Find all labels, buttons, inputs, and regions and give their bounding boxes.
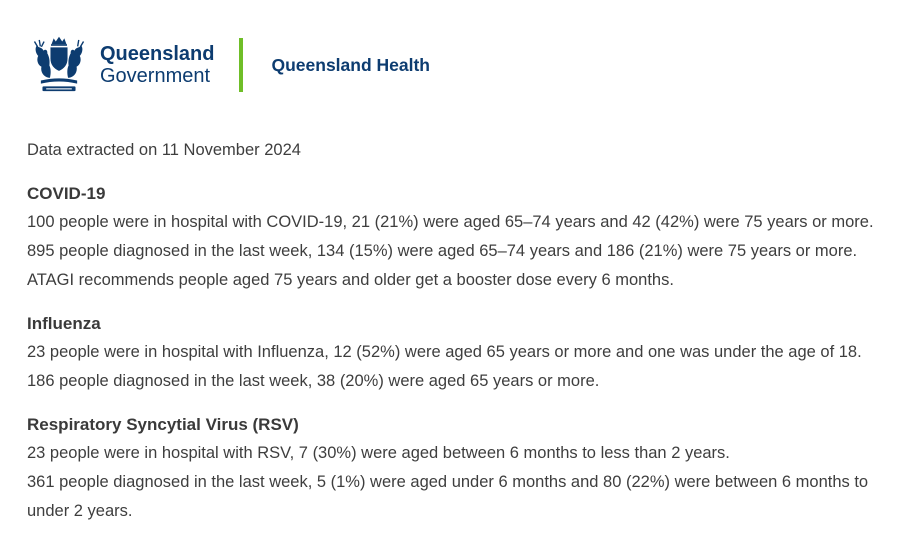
site-title-queensland-health[interactable]: Queensland Health bbox=[271, 54, 430, 75]
rsv-diagnosed-stat: 361 people diagnosed in the last week, 5… bbox=[27, 473, 869, 520]
section-title-rsv: Respiratory Syncytial Virus (RSV) bbox=[27, 415, 299, 434]
logo-wordmark: Queensland Government bbox=[100, 43, 214, 87]
section-title-covid-19: COVID-19 bbox=[27, 184, 106, 203]
rsv-hospital-stat: 23 people were in hospital with RSV, 7 (… bbox=[27, 444, 730, 462]
logo-government-text: Government bbox=[100, 65, 211, 87]
coat-of-arms-icon bbox=[33, 36, 85, 92]
section-influenza: Influenza 23 people were in hospital wit… bbox=[27, 309, 900, 396]
data-extracted-date: Data extracted on 11 November 2024 bbox=[27, 141, 301, 159]
bulletin-content: Data extracted on 11 November 2024 COVID… bbox=[27, 136, 900, 526]
header-divider bbox=[239, 38, 244, 92]
section-rsv: Respiratory Syncytial Virus (RSV) 23 peo… bbox=[27, 410, 900, 526]
covid-diagnosed-stat: 895 people diagnosed in the last week, 1… bbox=[27, 242, 858, 260]
section-title-influenza: Influenza bbox=[27, 314, 101, 333]
covid-atagi-note: ATAGI recommends people aged 75 years an… bbox=[27, 271, 674, 289]
influenza-diagnosed-stat: 186 people diagnosed in the last week, 3… bbox=[27, 372, 600, 390]
influenza-hospital-stat: 23 people were in hospital with Influenz… bbox=[27, 343, 862, 361]
logo-queensland-text: Queensland bbox=[100, 43, 215, 65]
covid-hospital-stat: 100 people were in hospital with COVID-1… bbox=[27, 213, 874, 231]
page-header: Queensland Government Queensland Health bbox=[27, 30, 900, 100]
queensland-government-logo-link[interactable]: Queensland Government bbox=[27, 34, 214, 96]
section-covid-19: COVID-19 100 people were in hospital wit… bbox=[27, 179, 900, 295]
